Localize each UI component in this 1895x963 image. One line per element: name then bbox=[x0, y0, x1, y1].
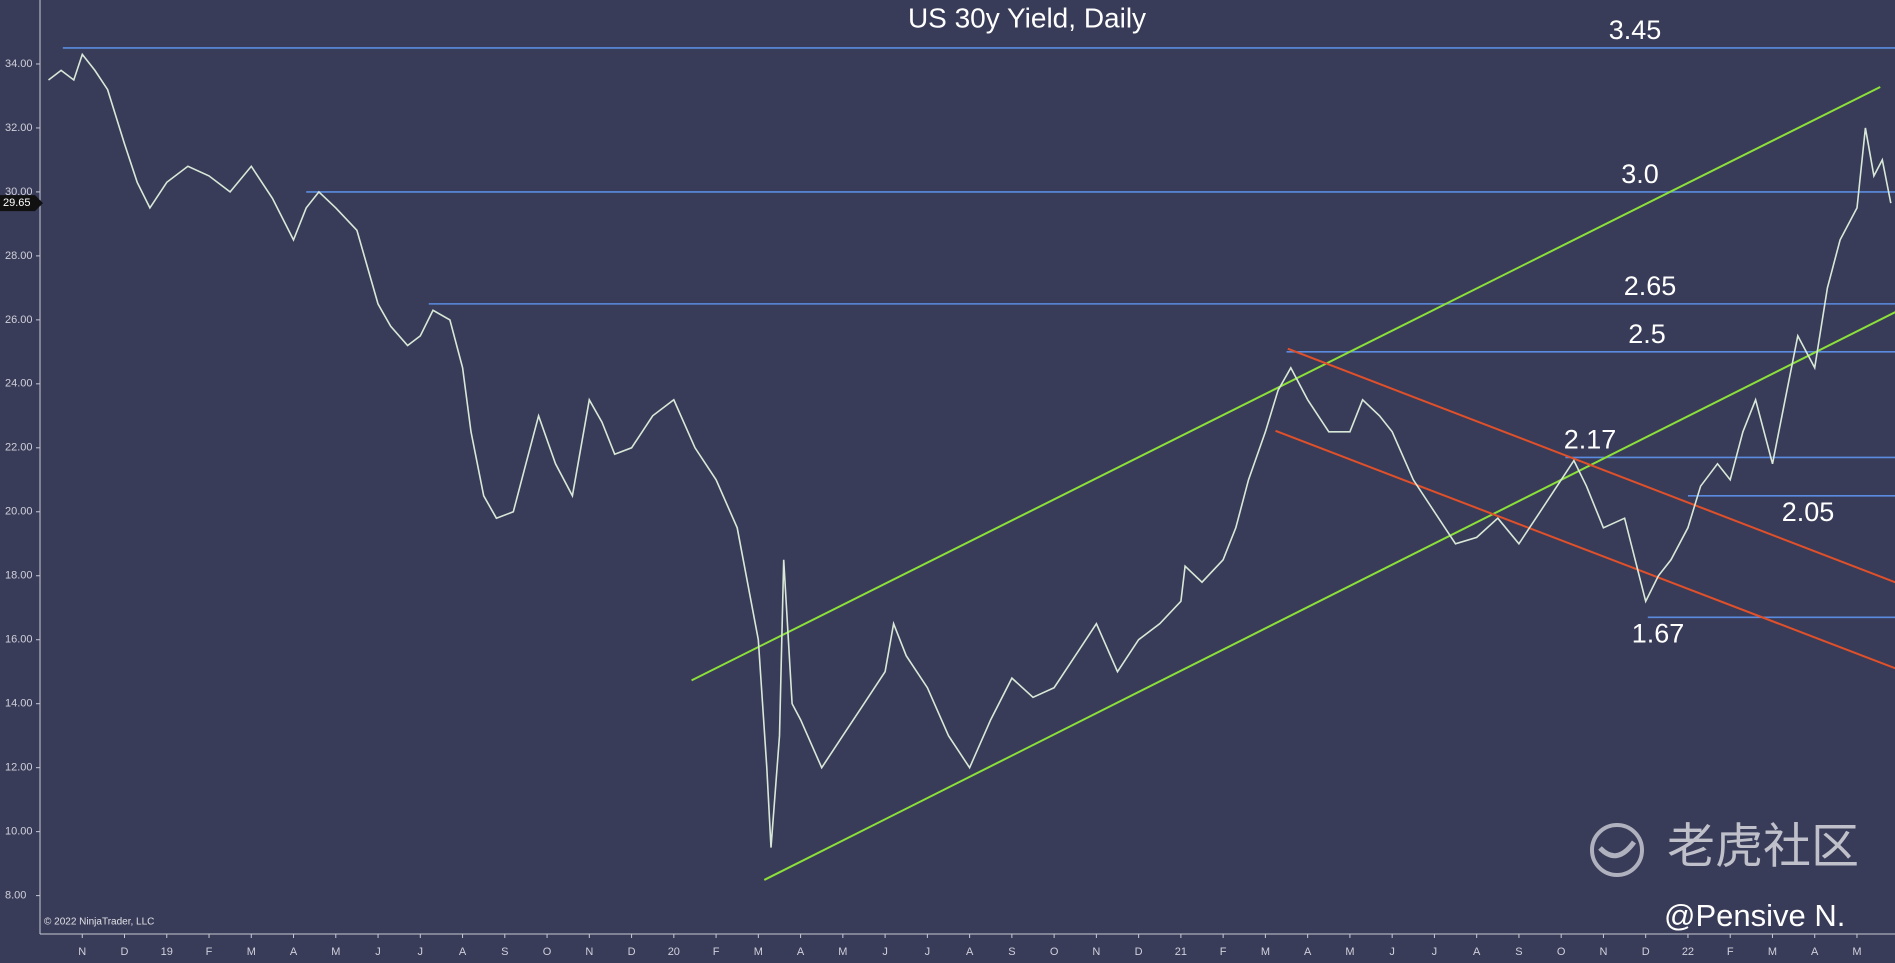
y-tick-label: 10.00 bbox=[5, 826, 33, 838]
x-tick-label: J bbox=[1432, 946, 1438, 958]
x-tick-label: M bbox=[247, 946, 256, 958]
level-label: 2.17 bbox=[1564, 425, 1617, 455]
x-tick-label: F bbox=[1727, 946, 1734, 958]
y-tick-label: 16.00 bbox=[5, 634, 33, 646]
y-tick-label: 32.00 bbox=[5, 122, 33, 134]
y-tick-label: 34.00 bbox=[5, 58, 33, 70]
x-tick-label: 20 bbox=[668, 946, 680, 958]
y-tick-label: 20.00 bbox=[5, 506, 33, 518]
x-tick-label: A bbox=[797, 946, 805, 958]
trendline bbox=[1275, 429, 1895, 670]
x-tick-label: 19 bbox=[161, 946, 173, 958]
x-tick-label: M bbox=[1768, 946, 1777, 958]
level-label: 2.5 bbox=[1628, 319, 1666, 349]
author: @Pensive N. bbox=[1664, 898, 1845, 933]
x-tick-label: N bbox=[1599, 946, 1607, 958]
x-tick-label: J bbox=[375, 946, 381, 958]
x-tick-label: M bbox=[838, 946, 847, 958]
x-tick-label: S bbox=[1008, 946, 1015, 958]
x-tick-label: O bbox=[1050, 946, 1059, 958]
plot-area bbox=[48, 47, 1895, 881]
y-tick-label: 28.00 bbox=[5, 250, 33, 262]
x-tick-label: F bbox=[1220, 946, 1227, 958]
copyright: © 2022 NinjaTrader, LLC bbox=[44, 917, 154, 928]
x-tick-label: A bbox=[966, 946, 974, 958]
y-tick-label: 18.00 bbox=[5, 570, 33, 582]
trendline bbox=[1287, 347, 1895, 584]
y-tick-label: 22.00 bbox=[5, 442, 33, 454]
last-price-badge bbox=[0, 195, 43, 212]
x-tick-label: D bbox=[121, 946, 129, 958]
watermark: 老虎社区 bbox=[1667, 821, 1859, 874]
x-tick-label: O bbox=[543, 946, 552, 958]
x-tick-label: F bbox=[206, 946, 213, 958]
x-tick-label: S bbox=[501, 946, 508, 958]
x-tick-label: J bbox=[925, 946, 931, 958]
x-tick-label: J bbox=[1389, 946, 1395, 958]
x-tick-label: J bbox=[882, 946, 888, 958]
x-tick-label: S bbox=[1515, 946, 1522, 958]
last-price-label: 29.65 bbox=[3, 197, 31, 209]
x-tick-label: O bbox=[1557, 946, 1566, 958]
y-tick-label: 24.00 bbox=[5, 378, 33, 390]
price-line bbox=[48, 52, 1892, 848]
x-tick-label: A bbox=[290, 946, 298, 958]
x-tick-label: N bbox=[585, 946, 593, 958]
x-tick-label: D bbox=[1642, 946, 1650, 958]
x-tick-label: 21 bbox=[1175, 946, 1187, 958]
level-label: 3.0 bbox=[1621, 159, 1659, 189]
level-label: 2.65 bbox=[1624, 271, 1677, 301]
level-label: 1.67 bbox=[1632, 618, 1685, 648]
x-tick-label: M bbox=[1261, 946, 1270, 958]
chart-title: US 30y Yield, Daily bbox=[908, 2, 1146, 33]
y-tick-label: 30.00 bbox=[5, 186, 33, 198]
y-tick-label: 26.00 bbox=[5, 314, 33, 326]
trendline bbox=[763, 311, 1895, 881]
level-label: 2.05 bbox=[1782, 497, 1835, 527]
y-tick-label: 8.00 bbox=[5, 890, 26, 902]
x-tick-label: D bbox=[628, 946, 636, 958]
trendline bbox=[691, 86, 1881, 682]
axes: 8.00 10.00 12.00 14.00 16.00 18.00 20.00 22.00 2… bbox=[0, 58, 1862, 958]
y-tick-label: 14.00 bbox=[5, 698, 33, 710]
x-tick-label: M bbox=[1345, 946, 1354, 958]
x-tick-label: A bbox=[1304, 946, 1312, 958]
x-tick-label: D bbox=[1135, 946, 1143, 958]
x-tick-label: F bbox=[713, 946, 720, 958]
x-tick-label: 22 bbox=[1682, 946, 1694, 958]
x-tick-label: N bbox=[1092, 946, 1100, 958]
x-tick-label: M bbox=[754, 946, 763, 958]
watermark-icon bbox=[1590, 823, 1644, 877]
x-tick-label: A bbox=[1473, 946, 1481, 958]
x-tick-label: J bbox=[418, 946, 424, 958]
x-tick-label: N bbox=[78, 946, 86, 958]
x-tick-label: M bbox=[331, 946, 340, 958]
level-label: 3.45 bbox=[1609, 15, 1662, 45]
x-tick-label: A bbox=[1811, 946, 1819, 958]
x-tick-label: A bbox=[459, 946, 467, 958]
y-tick-label: 12.00 bbox=[5, 762, 33, 774]
x-tick-label: M bbox=[1852, 946, 1861, 958]
